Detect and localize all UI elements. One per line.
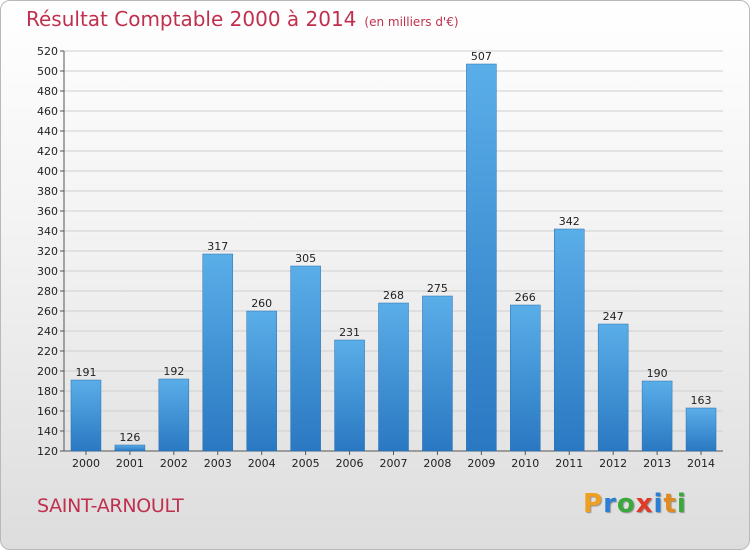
- y-tick-label: 500: [37, 65, 58, 78]
- x-tick-label: 2009: [467, 457, 495, 470]
- y-tick-label: 420: [37, 145, 58, 158]
- x-tick-label: 2010: [511, 457, 539, 470]
- x-tick-label: 2013: [643, 457, 671, 470]
- x-tick-label: 2001: [116, 457, 144, 470]
- bars: [70, 63, 717, 452]
- data-label: 275: [427, 282, 448, 295]
- value-labels: 191 126 192 317 260 305 231 268 275 507 266 342 247 1…: [75, 50, 711, 444]
- y-tick-label: 120: [37, 445, 58, 458]
- x-tick-label: 2000: [72, 457, 100, 470]
- data-label: 317: [207, 240, 228, 253]
- y-tick-label: 280: [37, 285, 58, 298]
- y-tick-label: 140: [37, 425, 58, 438]
- chart-title: Résultat Comptable 2000 à 2014 (en millie…: [26, 7, 459, 31]
- y-tick-label: 160: [37, 405, 58, 418]
- data-label: 507: [471, 50, 492, 63]
- data-label: 305: [295, 252, 316, 265]
- proxiti-logo: Proxiti: [583, 489, 687, 519]
- y-tick-label: 460: [37, 105, 58, 118]
- x-tick-label: 2003: [204, 457, 232, 470]
- bar: [202, 253, 234, 452]
- x-tick-label: 2006: [336, 457, 364, 470]
- y-tick-label: 220: [37, 345, 58, 358]
- logo-letter: i: [676, 489, 687, 519]
- x-tick-label: 2004: [248, 457, 276, 470]
- data-label: 192: [163, 365, 184, 378]
- data-label: 342: [559, 215, 580, 228]
- y-tick-label: 520: [37, 45, 58, 58]
- place-name: SAINT-ARNOULT: [37, 495, 184, 517]
- data-label: 247: [603, 310, 624, 323]
- data-label: 268: [383, 289, 404, 302]
- data-label: 231: [339, 326, 360, 339]
- x-tick-label: 2014: [687, 457, 715, 470]
- chart-subtitle: (en milliers d'€): [364, 15, 459, 29]
- logo-letter: P: [583, 489, 604, 519]
- y-tick-label: 320: [37, 245, 58, 258]
- bar: [114, 444, 146, 452]
- y-tick-label: 400: [37, 165, 58, 178]
- y-tick-label: 260: [37, 305, 58, 318]
- y-tick-label: 300: [37, 265, 58, 278]
- y-tick-label: 240: [37, 325, 58, 338]
- x-tick-label: 2008: [423, 457, 451, 470]
- data-label: 163: [691, 394, 712, 407]
- bar: [597, 323, 629, 452]
- bar: [553, 228, 585, 452]
- logo-letter: x: [635, 489, 654, 519]
- x-tick-label: 2002: [160, 457, 188, 470]
- bar: [70, 379, 102, 452]
- y-tick-label: 480: [37, 85, 58, 98]
- logo-letter: o: [616, 489, 636, 519]
- bar: [378, 302, 409, 452]
- y-tick-label: 440: [37, 125, 58, 138]
- logo-letter: t: [663, 489, 677, 519]
- data-label: 126: [119, 431, 140, 444]
- bar: [246, 310, 277, 452]
- x-tick-label: 2007: [380, 457, 408, 470]
- bar: [641, 380, 673, 452]
- bar: [334, 339, 365, 452]
- data-label: 260: [251, 297, 272, 310]
- bar: [290, 265, 321, 452]
- x-tick-label: 2012: [599, 457, 627, 470]
- data-label: 266: [515, 291, 536, 304]
- data-label: 190: [647, 367, 668, 380]
- title-text: Résultat Comptable 2000 à 2014: [26, 7, 357, 31]
- x-tick-label: 2011: [555, 457, 583, 470]
- bar: [158, 378, 190, 452]
- bar: [510, 304, 541, 452]
- y-tick-label: 180: [37, 385, 58, 398]
- bar: [685, 407, 717, 452]
- bar: [466, 63, 497, 452]
- y-tick-label: 200: [37, 365, 58, 378]
- data-label: 191: [75, 366, 96, 379]
- bar: [422, 295, 453, 452]
- y-tick-label: 380: [37, 185, 58, 198]
- x-tick-label: 2005: [292, 457, 320, 470]
- y-tick-label: 340: [37, 225, 58, 238]
- logo-letter: i: [653, 489, 664, 519]
- y-tick-label: 360: [37, 205, 58, 218]
- logo-letter: r: [603, 489, 617, 519]
